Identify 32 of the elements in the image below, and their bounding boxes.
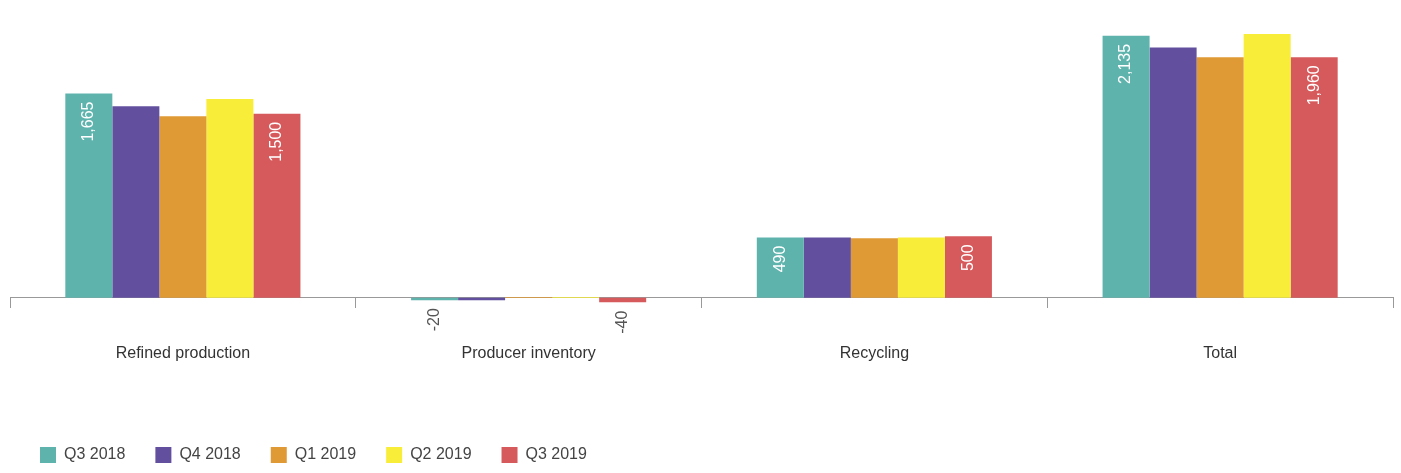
- legend-label: Q3 2018: [64, 445, 126, 463]
- data-label: 1,665: [79, 101, 97, 142]
- bar: [159, 116, 207, 298]
- bar: [1196, 57, 1244, 298]
- x-tick-label: Producer inventory: [461, 343, 596, 361]
- bar: [1290, 57, 1338, 298]
- bar: [253, 113, 301, 298]
- legend-label: Q1 2019: [294, 445, 357, 463]
- x-tick-label: Refined production: [115, 343, 251, 361]
- data-label: 1,960: [1304, 65, 1322, 106]
- data-label: -40: [613, 310, 631, 334]
- x-tick-label: Recycling: [839, 343, 910, 361]
- bar: [206, 99, 254, 298]
- bar: [65, 93, 113, 298]
- bar: [756, 237, 804, 298]
- bar: [1149, 47, 1197, 298]
- data-label: 2,135: [1116, 43, 1134, 84]
- bar: [897, 237, 945, 298]
- x-tick-label: Total: [1203, 343, 1238, 361]
- legend-label: Q2 2019: [410, 445, 472, 463]
- bar: [1243, 34, 1291, 298]
- data-label: 490: [770, 245, 788, 273]
- legend-label: Q3 2019: [525, 445, 588, 463]
- bar: [1102, 35, 1150, 298]
- bar: [803, 237, 851, 298]
- bar: [944, 236, 992, 298]
- legend-label: Q4 2018: [179, 445, 241, 463]
- bar: [112, 106, 160, 298]
- data-label: 500: [958, 244, 976, 272]
- data-label: 1,500: [267, 121, 285, 162]
- data-label: -20: [424, 308, 442, 332]
- bar: [850, 238, 898, 298]
